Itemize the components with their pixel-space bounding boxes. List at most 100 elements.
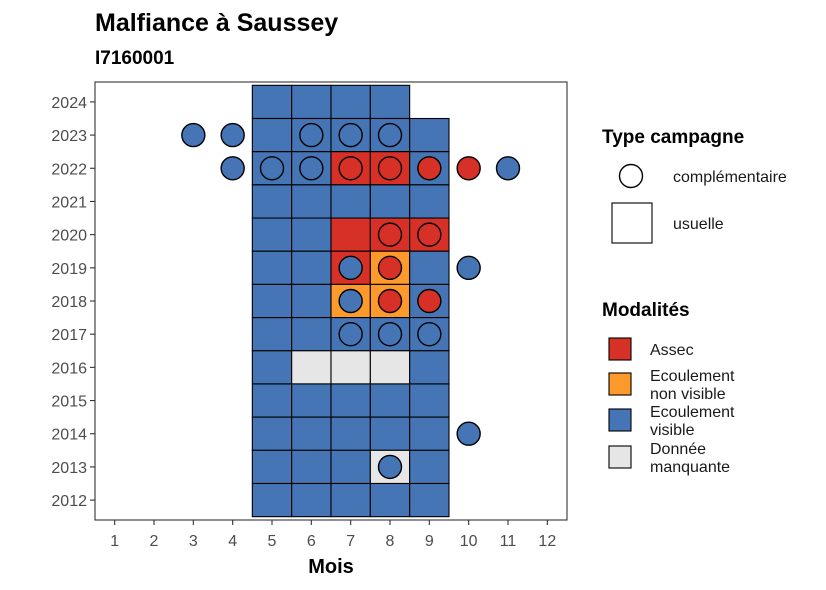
point-2017-8 bbox=[377, 321, 403, 347]
x-tick-label-11: 11 bbox=[500, 533, 517, 550]
y-tick-label-2015: 2015 bbox=[51, 394, 87, 411]
point-2017-9 bbox=[417, 321, 442, 347]
tile-2015-6 bbox=[291, 383, 332, 418]
legend-type: complémentaire usuelle bbox=[611, 163, 787, 244]
point-2022-4 bbox=[220, 156, 245, 181]
points-layer bbox=[181, 122, 521, 480]
point-2022-8 bbox=[377, 156, 403, 181]
tile-2013-7 bbox=[330, 449, 371, 485]
tile-2020-7 bbox=[330, 217, 371, 252]
tile-2017-5 bbox=[251, 317, 293, 352]
y-tick-label-2023: 2023 bbox=[51, 128, 87, 145]
y-tick-label-2021: 2021 bbox=[51, 194, 87, 211]
x-tick-label-4: 4 bbox=[228, 533, 237, 550]
y-tick-label-2013: 2013 bbox=[51, 460, 87, 477]
legend-mod-key-donn-e-manquante bbox=[608, 445, 632, 469]
point-2023-4 bbox=[220, 122, 245, 148]
tile-2021-6 bbox=[291, 184, 332, 219]
tile-2015-8 bbox=[369, 383, 411, 418]
legend-mod-label-donn-e-manquante-1: manquante bbox=[650, 459, 730, 476]
y-tick-label-2024: 2024 bbox=[51, 95, 87, 112]
point-2022-9 bbox=[417, 156, 442, 181]
tile-2021-8 bbox=[369, 184, 411, 219]
x-tick-label-9: 9 bbox=[425, 533, 434, 550]
x-axis-title: Mois bbox=[308, 556, 354, 578]
tile-2024-8 bbox=[369, 84, 411, 120]
tile-2021-7 bbox=[330, 184, 371, 219]
tile-2016-9 bbox=[409, 350, 450, 385]
tile-2019-5 bbox=[251, 250, 293, 285]
point-2023-7 bbox=[338, 122, 363, 148]
point-2013-8 bbox=[377, 454, 403, 480]
tile-2018-5 bbox=[251, 283, 293, 319]
point-2018-7 bbox=[338, 288, 363, 314]
legend-mod-label-ecoulement-non-visible-0: Ecoulement bbox=[650, 368, 735, 385]
tile-2015-5 bbox=[251, 383, 293, 418]
tile-2021-9 bbox=[409, 184, 450, 219]
tile-2016-6 bbox=[291, 350, 332, 385]
x-tick-label-6: 6 bbox=[307, 533, 316, 550]
y-tick-label-2019: 2019 bbox=[51, 261, 87, 278]
point-2019-10 bbox=[456, 255, 481, 281]
legend-type-key-usuelle bbox=[611, 202, 653, 244]
x-tick-label-2: 2 bbox=[150, 533, 159, 550]
point-2018-8 bbox=[377, 288, 403, 314]
tile-2014-9 bbox=[409, 416, 450, 451]
chart-subtitle: I7160001 bbox=[95, 48, 175, 69]
y-tick-label-2012: 2012 bbox=[51, 493, 87, 510]
tile-2014-6 bbox=[291, 416, 332, 451]
tile-2023-9 bbox=[409, 117, 450, 153]
tile-2013-5 bbox=[251, 449, 293, 485]
x-tick-label-12: 12 bbox=[538, 533, 556, 550]
legend-mod-key-ecoulement-non-visible bbox=[608, 372, 632, 396]
tile-2015-9 bbox=[409, 383, 450, 418]
x-tick-label-5: 5 bbox=[268, 533, 277, 550]
tile-2017-6 bbox=[291, 317, 332, 352]
legend-mod-label-donn-e-manquante-0: Donnée bbox=[650, 441, 706, 458]
legend-type-label-usuelle: usuelle bbox=[673, 216, 724, 233]
tile-2024-5 bbox=[251, 84, 293, 120]
legend-mod-title: Modalités bbox=[602, 300, 690, 321]
y-tick-label-2020: 2020 bbox=[51, 228, 87, 245]
tile-2024-7 bbox=[330, 84, 371, 120]
tile-2013-6 bbox=[291, 449, 332, 485]
point-2022-7 bbox=[338, 156, 363, 181]
tile-2023-5 bbox=[251, 117, 293, 153]
tile-2024-6 bbox=[291, 84, 332, 120]
x-tick-label-3: 3 bbox=[189, 533, 198, 550]
point-2019-8 bbox=[377, 255, 403, 281]
y-tick-label-2017: 2017 bbox=[51, 327, 87, 344]
point-2022-11 bbox=[495, 156, 521, 181]
tile-2021-5 bbox=[251, 184, 293, 219]
point-2020-8 bbox=[377, 222, 403, 247]
point-2014-10 bbox=[456, 421, 481, 446]
tile-2014-7 bbox=[330, 416, 371, 451]
tile-2016-8 bbox=[369, 350, 411, 385]
point-2020-9 bbox=[417, 222, 442, 247]
tile-2015-7 bbox=[330, 383, 371, 418]
tile-2018-6 bbox=[291, 283, 332, 319]
point-2023-8 bbox=[377, 122, 403, 148]
tile-2020-6 bbox=[291, 217, 332, 252]
y-tick-label-2022: 2022 bbox=[51, 161, 87, 178]
point-2022-5 bbox=[259, 156, 285, 181]
point-2022-6 bbox=[299, 156, 324, 181]
point-2017-7 bbox=[338, 321, 363, 347]
legend-mod-label-ecoulement-non-visible-1: non visible bbox=[650, 386, 726, 403]
tile-2014-8 bbox=[369, 416, 411, 451]
y-tick-label-2016: 2016 bbox=[51, 360, 87, 377]
y-tick-label-2018: 2018 bbox=[51, 294, 87, 311]
chart-title: Malfiance à Saussey bbox=[95, 9, 338, 37]
point-2022-10 bbox=[456, 156, 481, 181]
tile-2014-5 bbox=[251, 416, 293, 451]
legend-type-label-complementaire: complémentaire bbox=[673, 169, 787, 186]
tile-2013-9 bbox=[409, 449, 450, 485]
legend-type-key-complementaire bbox=[618, 163, 644, 189]
tile-2012-6 bbox=[291, 482, 332, 518]
legend-mod-key-assec bbox=[608, 337, 632, 361]
x-tick-label-10: 10 bbox=[460, 533, 478, 550]
tile-2012-9 bbox=[409, 482, 450, 518]
point-2018-9 bbox=[417, 288, 442, 314]
